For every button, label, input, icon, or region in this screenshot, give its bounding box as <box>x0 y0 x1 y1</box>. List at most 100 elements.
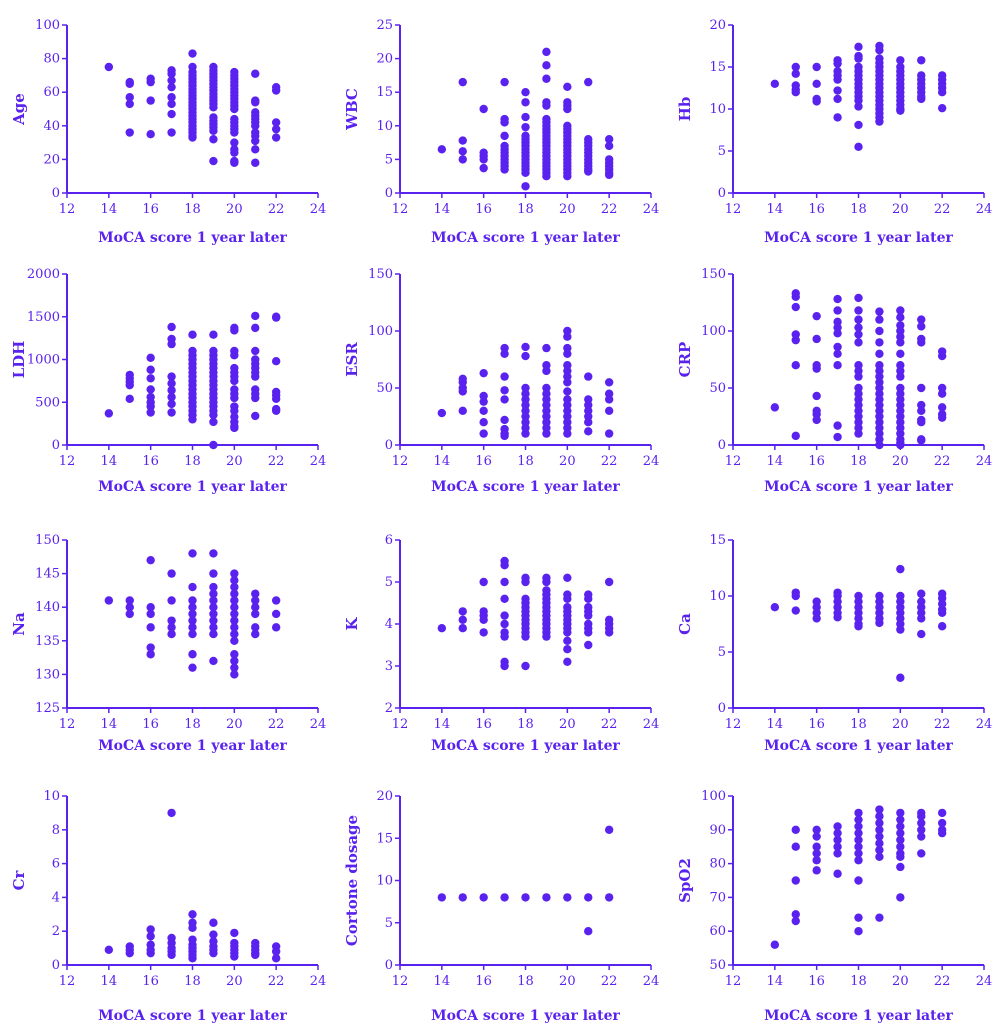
x-tick-label: 24 <box>976 454 993 469</box>
data-point <box>251 145 260 154</box>
y-tick-label: 0 <box>52 438 60 453</box>
data-point <box>854 849 863 858</box>
data-point <box>521 577 530 587</box>
y-tick-label: 150 <box>368 267 393 282</box>
x-tick-label: 16 <box>475 454 492 469</box>
data-point <box>251 411 260 421</box>
data-point <box>230 582 239 592</box>
y-tick-label: 1500 <box>27 310 60 325</box>
data-point <box>458 155 467 164</box>
data-point <box>854 42 863 52</box>
data-point <box>458 893 467 902</box>
y-tick-label: 0 <box>718 438 726 453</box>
data-point <box>563 378 572 387</box>
data-point <box>209 135 218 144</box>
data-point <box>875 307 884 316</box>
data-point <box>584 427 593 436</box>
data-point <box>812 364 821 373</box>
data-point <box>458 624 467 633</box>
x-tick-label: 16 <box>808 454 825 469</box>
y-tick-label: 100 <box>701 324 726 339</box>
data-point <box>812 825 821 834</box>
data-point <box>251 950 260 960</box>
y-tick-label: 25 <box>376 18 393 33</box>
data-point <box>521 88 530 97</box>
data-point <box>104 62 114 72</box>
data-point <box>854 835 863 845</box>
data-point <box>563 594 572 603</box>
y-tick-label: 4 <box>52 890 60 905</box>
data-point <box>854 876 863 885</box>
data-point <box>500 632 509 641</box>
data-point <box>125 948 134 958</box>
y-tick-label: 6 <box>52 857 60 872</box>
data-point <box>209 596 218 605</box>
data-point <box>854 306 863 315</box>
x-tick-label: 20 <box>559 202 576 217</box>
data-point <box>875 315 884 324</box>
x-tick-label: 12 <box>392 202 409 217</box>
scatter-panel-spo2: 50 60 70 80 90 100 12 14 16 18 20 22 24 MoCA score 1 … <box>676 789 992 1024</box>
data-point <box>188 954 197 963</box>
data-point <box>209 569 218 578</box>
y-tick-label: 100 <box>368 324 393 339</box>
x-tick-label: 14 <box>434 454 451 469</box>
data-point <box>854 330 863 339</box>
x-axis-title: MoCA score 1 year later <box>764 738 953 754</box>
data-point <box>917 436 926 445</box>
data-point <box>563 82 572 92</box>
data-point <box>917 322 926 331</box>
data-point <box>563 332 572 341</box>
data-point <box>188 596 197 605</box>
data-point <box>521 98 530 107</box>
data-point <box>521 632 530 641</box>
y-tick-label: 145 <box>35 567 60 582</box>
data-point <box>521 342 530 352</box>
data-point <box>230 589 239 598</box>
y-tick-label: 500 <box>35 395 60 410</box>
y-tick-label: 5 <box>385 152 393 167</box>
data-point <box>230 603 239 612</box>
y-tick-label: 125 <box>35 701 60 716</box>
x-tick-label: 22 <box>268 717 285 732</box>
data-point <box>833 613 842 622</box>
data-point <box>167 399 176 409</box>
data-point <box>230 616 239 625</box>
data-point <box>479 418 488 427</box>
data-point <box>500 415 509 425</box>
data-point <box>917 418 926 427</box>
data-point <box>854 856 863 865</box>
data-point <box>230 158 239 167</box>
data-point <box>563 387 572 396</box>
x-tick-label: 24 <box>976 717 993 732</box>
y-tick-label: 60 <box>43 85 60 100</box>
x-tick-label: 12 <box>392 974 409 989</box>
y-tick-label: 5 <box>385 575 393 590</box>
data-point <box>437 408 447 418</box>
data-point <box>271 313 281 322</box>
data-point <box>209 656 218 666</box>
data-point <box>812 415 821 425</box>
data-point <box>833 842 842 851</box>
data-point <box>188 616 197 625</box>
data-point <box>167 69 176 78</box>
data-point <box>209 417 218 427</box>
data-point <box>167 379 176 388</box>
data-point <box>125 596 134 605</box>
x-tick-label: 16 <box>142 454 159 469</box>
data-point <box>125 603 134 612</box>
data-point <box>209 629 218 639</box>
data-point <box>584 927 593 936</box>
data-point <box>854 828 863 838</box>
data-point <box>521 122 530 132</box>
data-point <box>812 391 821 401</box>
data-point <box>875 46 884 55</box>
data-point <box>230 656 239 666</box>
data-point <box>188 629 197 639</box>
data-point <box>188 650 197 659</box>
data-point <box>437 893 447 902</box>
data-point <box>896 306 905 315</box>
data-point <box>271 406 281 415</box>
data-point <box>209 410 218 420</box>
data-point <box>833 361 842 370</box>
